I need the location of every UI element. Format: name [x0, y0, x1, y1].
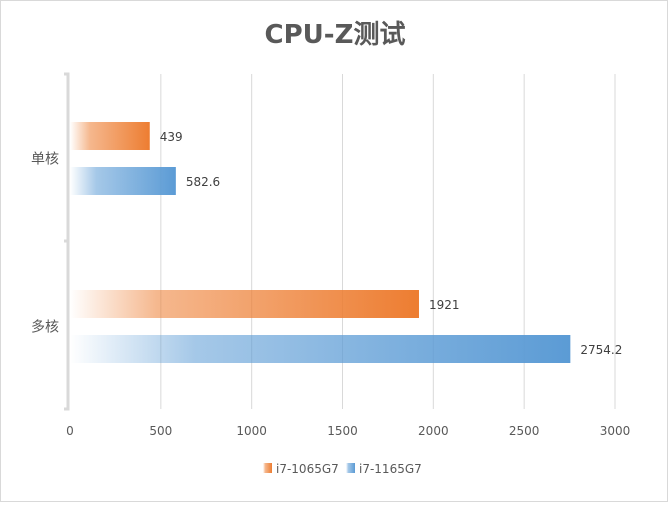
legend-swatch	[263, 463, 272, 473]
x-tick-label: 0	[66, 424, 74, 438]
legend-label: i7-1065G7	[276, 462, 339, 476]
x-tick-label: 2000	[418, 424, 449, 438]
x-tick-label: 2500	[509, 424, 540, 438]
data-label: 1921	[429, 298, 460, 312]
bar	[70, 122, 150, 150]
x-tick-label: 1500	[327, 424, 358, 438]
x-tick-label: 3000	[600, 424, 631, 438]
category-label: 多核	[31, 319, 59, 336]
x-tick-label: 500	[149, 424, 172, 438]
category-axis	[64, 72, 70, 411]
data-label: 2754.2	[580, 343, 622, 357]
bar	[70, 335, 571, 363]
bar	[70, 290, 419, 318]
data-label: 582.6	[186, 175, 220, 189]
data-label: 439	[160, 130, 183, 144]
bar	[70, 167, 176, 195]
category-label: 单核	[31, 152, 59, 168]
chart-title: CPU-Z测试	[265, 20, 406, 50]
legend-swatch	[346, 463, 355, 473]
legend-label: i7-1165G7	[359, 462, 422, 476]
x-tick-label: 1000	[236, 424, 267, 438]
